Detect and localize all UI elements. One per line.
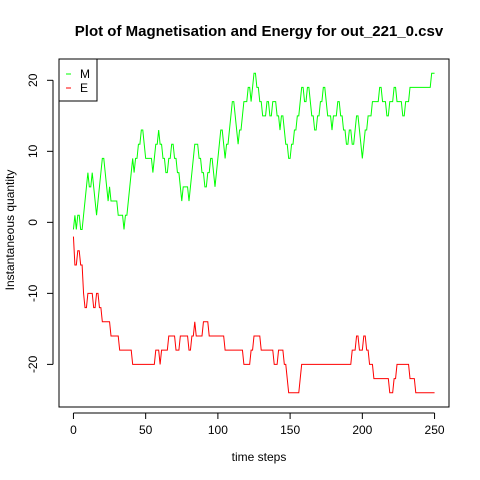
series-layer [72,72,435,394]
x-tick-label: 200 [352,423,372,437]
x-tick-label: 50 [139,423,153,437]
x-tick-label: 150 [280,423,300,437]
y-tick-label: 10 [26,144,40,158]
legend-box [58,58,98,102]
plot-frame [58,58,450,408]
chart-title: Plot of Magnetisation and Energy for out… [75,23,444,40]
y-tick-label: 0 [26,219,40,226]
series-line-m [72,72,435,230]
y-tick-label: -20 [26,355,40,373]
x-tick-label: 100 [208,423,228,437]
x-tick-label: 250 [425,423,445,437]
legend: ME [58,58,98,102]
x-axis: 0 50 100 150 200 250 [70,412,445,437]
y-tick-label: 20 [26,73,40,87]
legend-label-e: E [80,81,88,95]
series-line-e [72,236,435,394]
legend-label-m: M [80,67,90,81]
y-axis: -20 -10 0 10 20 [26,73,54,373]
y-tick-label: -10 [26,284,40,302]
y-axis-label: Instantaneous quantity [3,170,17,291]
x-axis-label: time steps [232,450,287,464]
x-tick-label: 0 [70,423,77,437]
